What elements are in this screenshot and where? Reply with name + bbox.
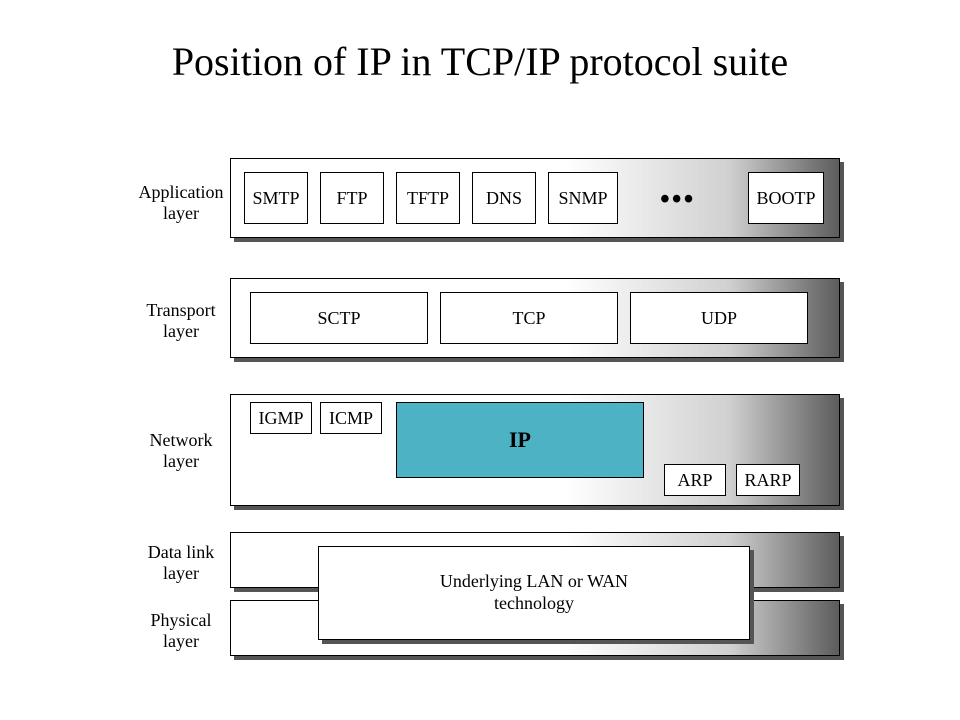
proto-bootp: BOOTP	[748, 172, 824, 224]
proto-icmp: ICMP	[320, 402, 382, 434]
label-datalink: Data linklayer	[131, 542, 231, 583]
proto-udp: UDP	[630, 292, 808, 344]
proto-ip: IP	[396, 402, 644, 478]
underlying-tech-box: Underlying LAN or WANtechnology	[318, 546, 750, 640]
proto-tcp: TCP	[440, 292, 618, 344]
proto-rarp: RARP	[736, 464, 800, 496]
proto-dns: DNS	[472, 172, 536, 224]
proto-igmp: IGMP	[250, 402, 312, 434]
diagram-title: Position of IP in TCP/IP protocol suite	[0, 38, 960, 85]
proto-sctp: SCTP	[250, 292, 428, 344]
label-application: Applicationlayer	[131, 182, 231, 223]
label-physical: Physicallayer	[131, 610, 231, 651]
proto-arp: ARP	[664, 464, 726, 496]
proto-snmp: SNMP	[548, 172, 618, 224]
label-transport: Transportlayer	[131, 300, 231, 341]
proto-smtp: SMTP	[244, 172, 308, 224]
proto-ftp: FTP	[320, 172, 384, 224]
ellipsis-icon: •••	[660, 184, 695, 216]
label-network: Networklayer	[131, 430, 231, 471]
diagram-stage: Position of IP in TCP/IP protocol suite …	[0, 0, 960, 720]
proto-tftp: TFTP	[396, 172, 460, 224]
